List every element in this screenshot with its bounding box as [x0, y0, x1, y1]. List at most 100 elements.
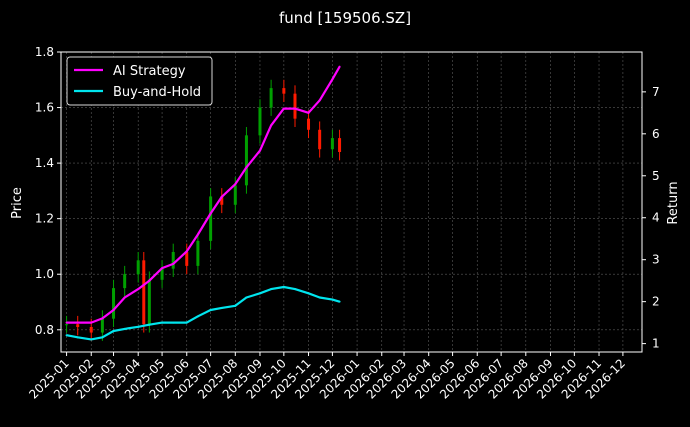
- buy-and-hold-line-point: [65, 334, 68, 337]
- price-candle-body: [258, 107, 262, 136]
- buy-and-hold-line-point: [112, 330, 115, 333]
- ai-strategy-line-point: [185, 250, 188, 253]
- ai-strategy-line-point: [293, 107, 296, 110]
- price-candle-body: [233, 185, 237, 205]
- price-candle-body: [185, 252, 189, 266]
- ai-strategy-line-point: [307, 111, 310, 114]
- ai-strategy-line-point: [318, 99, 321, 102]
- buy-and-hold-line-point: [331, 298, 334, 301]
- price-candle-body: [318, 129, 322, 150]
- price-candle-body: [142, 260, 146, 325]
- buy-and-hold-line-point: [123, 327, 126, 330]
- price-candle-body: [269, 88, 273, 108]
- ai-strategy-line-point: [76, 321, 79, 324]
- y-tick-label-right: 4: [652, 211, 660, 225]
- y-tick-label-right: 6: [652, 127, 660, 141]
- ai-strategy-line-point: [196, 233, 199, 236]
- chart-title: fund [159506.SZ]: [279, 9, 411, 27]
- ai-strategy-line-point: [123, 296, 126, 299]
- buy-and-hold-line-point: [293, 288, 296, 291]
- ai-strategy-line-point: [172, 262, 175, 265]
- price-candle-body: [330, 138, 334, 150]
- ai-strategy-line-point: [90, 321, 93, 324]
- y-tick-label-left: 1.4: [35, 156, 54, 170]
- y-tick-label-right: 3: [652, 253, 660, 267]
- y-tick-label-right: 2: [652, 295, 660, 309]
- y-axis-label-right: Return: [666, 181, 681, 224]
- buy-and-hold-line: [66, 285, 340, 341]
- ai-strategy-line-point: [137, 288, 140, 291]
- buy-and-hold-line-point: [220, 306, 223, 309]
- y-tick-label-right: 7: [652, 85, 660, 99]
- buy-and-hold-line-point: [209, 309, 212, 312]
- ai-strategy-line-point: [209, 212, 212, 215]
- price-candle-body: [307, 118, 311, 130]
- price-candle-body: [65, 324, 69, 326]
- legend-label-buy-and-hold: Buy-and-Hold: [113, 85, 201, 100]
- buy-and-hold-line-point: [282, 285, 285, 288]
- ai-strategy-line-point: [148, 279, 151, 282]
- price-candle-body: [100, 318, 104, 333]
- price-candle-body: [136, 260, 140, 275]
- ai-strategy-line-point: [282, 107, 285, 110]
- price-candle-body: [293, 93, 297, 119]
- price-candle-body: [160, 268, 164, 280]
- legend-label-ai-strategy: AI Strategy: [113, 64, 186, 79]
- chart-legend: AI Strategy Buy-and-Hold: [66, 56, 213, 106]
- price-candle-body: [209, 196, 213, 241]
- buy-and-hold-line-point: [270, 288, 273, 291]
- price-candle-body: [220, 196, 224, 205]
- legend-frame: [66, 56, 213, 106]
- y-tick-label-right: 1: [652, 337, 660, 351]
- series-line-layer: [65, 65, 341, 341]
- y-axis-label-left: Price: [10, 187, 25, 219]
- ai-strategy-line-point: [161, 267, 164, 270]
- buy-and-hold-line-point: [196, 315, 199, 318]
- price-candle-body: [147, 279, 151, 325]
- ai-strategy-line-point: [245, 166, 248, 169]
- ai-strategy-line-point: [220, 195, 223, 198]
- price-candle-body: [123, 274, 127, 289]
- ai-strategy-line-point: [258, 149, 261, 152]
- ai-strategy-line-point: [270, 124, 273, 127]
- y-tick-label-left: 1.8: [35, 45, 54, 59]
- ai-strategy-line-point: [101, 317, 104, 320]
- price-candle-body: [171, 252, 175, 269]
- price-candle-body: [282, 88, 286, 94]
- buy-and-hold-line-point: [101, 336, 104, 339]
- buy-and-hold-line-point: [318, 296, 321, 299]
- buy-and-hold-line-point: [90, 338, 93, 341]
- price-candle-body: [244, 135, 248, 186]
- buy-and-hold-line-point: [76, 336, 79, 339]
- y-tick-label-left: 1.2: [35, 212, 54, 226]
- ai-strategy-line-point: [234, 183, 237, 186]
- buy-and-hold-line-point: [245, 296, 248, 299]
- buy-and-hold-line-point: [137, 325, 140, 328]
- buy-and-hold-line-point: [185, 321, 188, 324]
- buy-and-hold-line-point: [258, 292, 261, 295]
- ai-strategy-line-point: [65, 321, 68, 324]
- price-candle-body: [112, 288, 116, 319]
- y-tick-label-left: 0.8: [35, 323, 54, 337]
- y-tick-label-right: 5: [652, 169, 660, 183]
- plot-frame: [60, 51, 643, 353]
- price-candle-body: [196, 240, 200, 266]
- price-candle-body: [338, 138, 342, 152]
- ai-strategy-line-point: [338, 65, 341, 68]
- ai-strategy-line-point: [331, 78, 334, 81]
- ai-strategy-line: [66, 66, 341, 324]
- buy-and-hold-line-point: [307, 292, 310, 295]
- y-tick-label-left: 1.0: [35, 267, 54, 281]
- buy-and-hold-line-point: [172, 321, 175, 324]
- price-candle-body: [76, 324, 80, 327]
- buy-and-hold-line-point: [161, 321, 164, 324]
- buy-and-hold-line-point: [234, 304, 237, 307]
- buy-and-hold-line-point: [148, 323, 151, 326]
- ai-strategy-line-point: [112, 309, 115, 312]
- price-candle-body: [89, 327, 93, 333]
- y-tick-label-left: 1.6: [35, 101, 54, 115]
- buy-and-hold-line-point: [338, 300, 341, 303]
- candlestick-layer: [65, 79, 342, 341]
